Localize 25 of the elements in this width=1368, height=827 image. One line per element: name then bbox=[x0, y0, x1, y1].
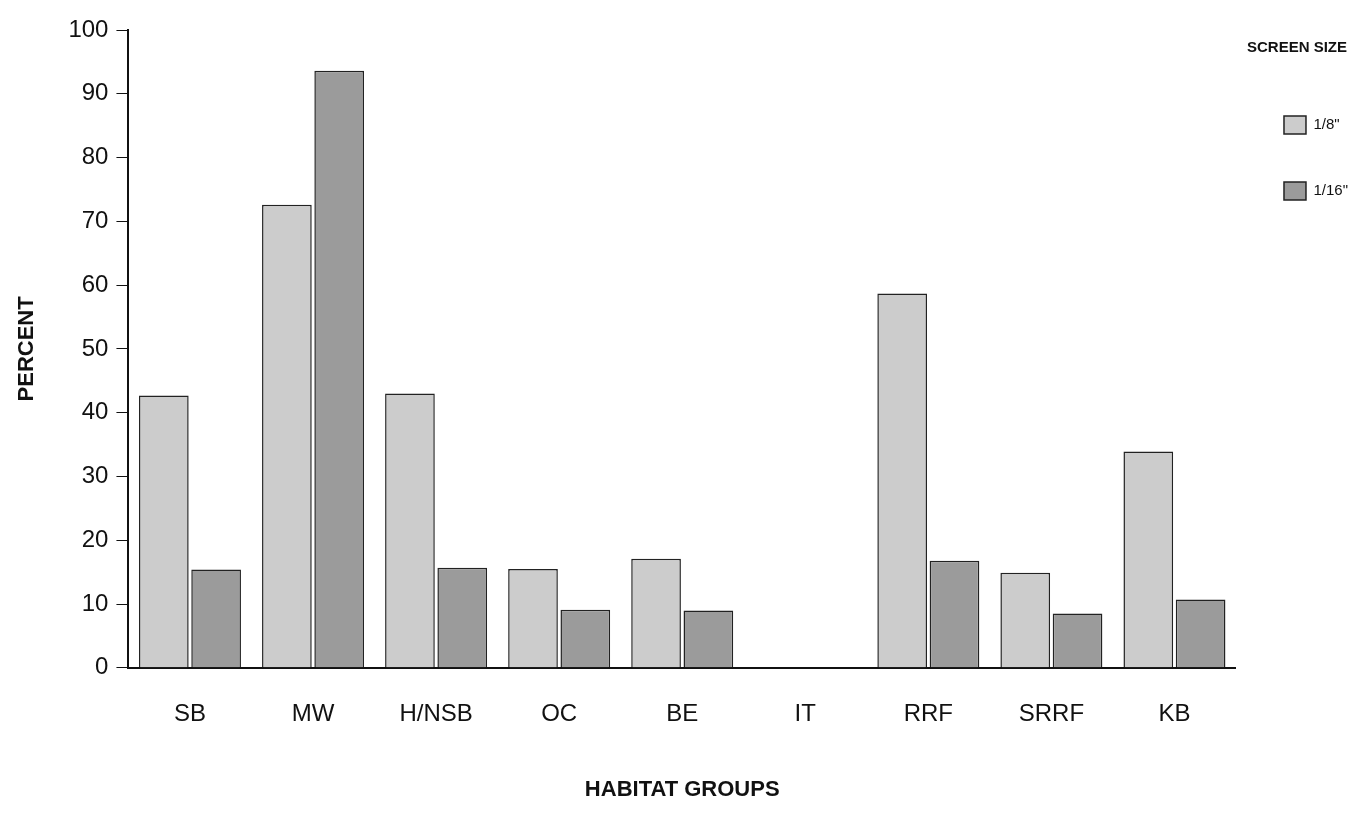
legend-label: 1/16" bbox=[1313, 181, 1349, 199]
x-tick-label: MW bbox=[291, 698, 335, 726]
y-tick-label: 100 bbox=[68, 14, 109, 42]
x-tick-label: KB bbox=[1158, 698, 1191, 726]
y-tick-label: 10 bbox=[81, 588, 109, 616]
legend-label: 1/8" bbox=[1313, 115, 1340, 133]
y-tick-label: 60 bbox=[81, 269, 109, 297]
x-tick-label: IT bbox=[794, 698, 817, 726]
y-tick-label: 90 bbox=[81, 78, 109, 106]
y-tick-label: 80 bbox=[81, 142, 109, 170]
x-tick-label: OC bbox=[541, 698, 578, 726]
y-tick-label: 0 bbox=[95, 652, 109, 680]
y-tick-label: 20 bbox=[81, 524, 109, 552]
y-tick-label: 30 bbox=[81, 461, 109, 489]
legend-title: SCREEN SIZE bbox=[1246, 37, 1348, 55]
x-tick-label: SRRF bbox=[1018, 698, 1085, 726]
y-tick-label: 70 bbox=[81, 205, 109, 233]
y-tick-label: 40 bbox=[81, 397, 109, 425]
x-tick-label: BE bbox=[666, 698, 699, 726]
x-tick-label: H/NSB bbox=[399, 698, 473, 726]
x-tick-label: SB bbox=[173, 698, 206, 726]
x-tick-label: RRF bbox=[903, 698, 953, 726]
y-axis-title: PERCENT bbox=[13, 295, 39, 402]
y-tick-label: 50 bbox=[81, 333, 109, 361]
x-axis-title: HABITAT GROUPS bbox=[584, 775, 780, 801]
